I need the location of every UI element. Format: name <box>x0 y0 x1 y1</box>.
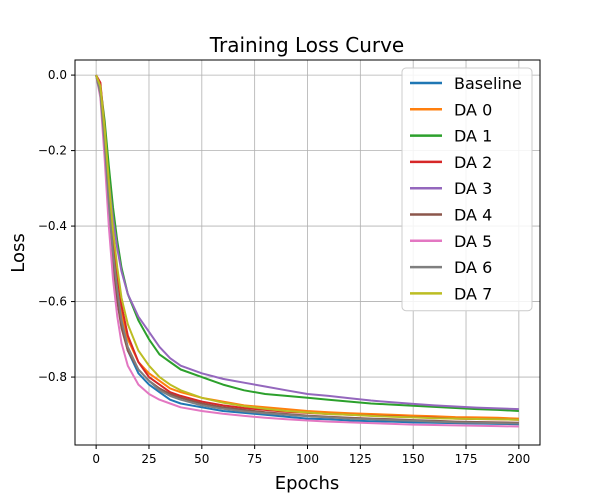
x-tick-label: 75 <box>247 452 262 466</box>
legend-label: DA 6 <box>454 258 492 277</box>
x-tick-label: 200 <box>507 452 530 466</box>
y-ticks: 0.0 −0.2 −0.4 −0.6 −0.8 <box>38 68 75 384</box>
series-lines <box>95 74 519 428</box>
series-line-da-3 <box>95 74 519 411</box>
y-axis-label: Loss <box>8 233 29 272</box>
chart-title: Training Loss Curve <box>209 33 405 57</box>
legend-label: DA 7 <box>454 284 492 303</box>
y-tick-label: −0.8 <box>38 370 67 384</box>
legend-label: DA 1 <box>454 127 492 146</box>
x-tick-label: 100 <box>296 452 319 466</box>
y-tick-label: −0.2 <box>38 144 67 158</box>
legend-label: DA 0 <box>454 100 492 119</box>
x-tick-label: 25 <box>141 452 156 466</box>
legend-label: DA 2 <box>454 153 492 172</box>
x-tick-label: 50 <box>194 452 209 466</box>
x-axis-label: Epochs <box>275 473 340 494</box>
legend: Baseline DA 0 DA 1 DA 2 DA 3 DA 4 DA 5 DA 6 DA 7 <box>401 67 533 312</box>
x-tick-label: 175 <box>455 452 478 466</box>
series-line-da-1 <box>95 74 519 412</box>
x-tick-label: 150 <box>402 452 425 466</box>
series-line-da-7 <box>95 74 519 421</box>
x-tick-label: 0 <box>92 452 100 466</box>
series-line-da-6 <box>95 74 519 425</box>
legend-label: DA 4 <box>454 206 492 225</box>
y-tick-label: 0.0 <box>48 68 67 82</box>
x-tick-label: 125 <box>349 452 372 466</box>
y-tick-label: −0.4 <box>38 219 67 233</box>
x-ticks: 0 25 50 75 100 125 150 175 200 <box>92 445 530 466</box>
legend-frame <box>401 67 533 312</box>
legend-label: DA 3 <box>454 179 492 198</box>
legend-label: Baseline <box>454 74 522 93</box>
legend-label: DA 5 <box>454 232 492 251</box>
series-line-da-5 <box>95 74 519 428</box>
y-tick-label: −0.6 <box>38 295 67 309</box>
